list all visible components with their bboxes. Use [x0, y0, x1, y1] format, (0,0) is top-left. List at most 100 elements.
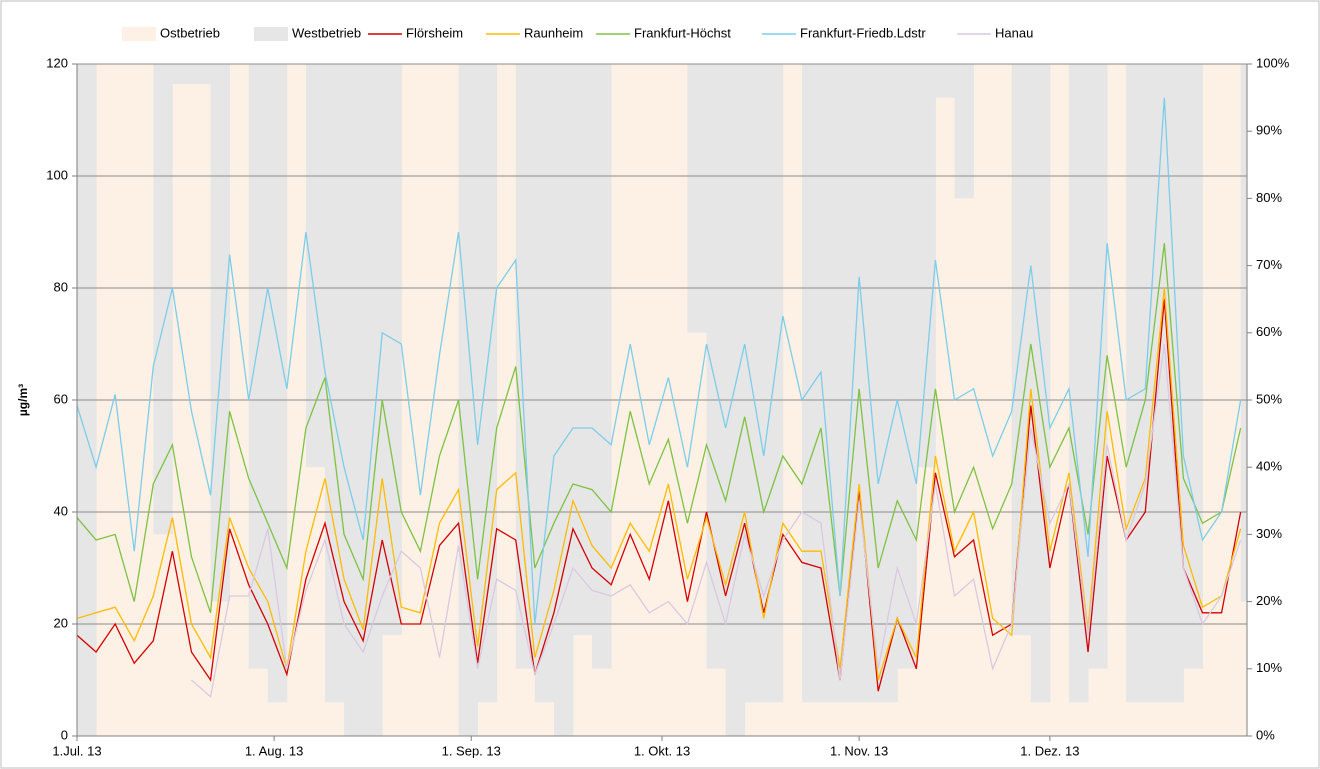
y-tick-label: 120: [46, 55, 68, 70]
y2-tick-label: 10%: [1256, 660, 1282, 675]
bar: [477, 702, 498, 736]
x-tick-label: 1. Aug. 13: [245, 743, 304, 758]
bar: [820, 702, 841, 736]
legend-swatch: [122, 27, 156, 41]
bar: [916, 64, 936, 468]
bar: [1088, 64, 1108, 669]
y-tick-label: 100: [46, 167, 68, 182]
bar: [840, 702, 860, 736]
bar: [706, 668, 727, 736]
y2-tick-label: 40%: [1256, 459, 1282, 474]
legend-label: Raunheim: [524, 25, 583, 40]
bar: [153, 534, 173, 736]
bar: [954, 64, 975, 199]
bar: [477, 64, 498, 703]
bar: [859, 702, 879, 736]
bar: [916, 467, 936, 736]
bar: [1183, 64, 1203, 669]
y-tick-label: 60: [54, 391, 68, 406]
bar: [267, 64, 288, 703]
bar: [1068, 64, 1089, 703]
legend-label: Ostbetrieb: [160, 25, 220, 40]
bar: [1164, 702, 1184, 736]
bar: [1240, 64, 1247, 602]
legend-label: Hanau: [995, 25, 1033, 40]
x-tick-label: 1. Dez. 13: [1020, 743, 1079, 758]
line-series: [77, 97, 1242, 625]
y2-tick-label: 0%: [1256, 727, 1275, 742]
bar: [534, 702, 555, 736]
bar: [1030, 702, 1051, 736]
bar: [191, 84, 212, 736]
y2-tick-label: 100%: [1256, 55, 1290, 70]
legend-swatch: [254, 27, 288, 41]
bar: [687, 332, 708, 736]
bar: [744, 702, 765, 736]
y-tick-label: 0: [61, 727, 68, 742]
bar: [1068, 702, 1089, 736]
bar: [572, 64, 593, 636]
x-tick-label: 1.Jul. 13: [52, 743, 101, 758]
bar: [935, 97, 955, 736]
legend-label: Frankfurt-Friedb.Ldstr: [800, 25, 926, 40]
x-tick-label: 1. Okt. 13: [634, 743, 690, 758]
axis-layer: 0 20 40 60 80 100 120 0% 10% 20% 30% 40% 50% 60% 70% 80…: [46, 55, 1289, 758]
bar: [324, 702, 345, 736]
bar: [324, 64, 345, 703]
bar: [1088, 668, 1108, 736]
y2-tick-label: 50%: [1256, 391, 1282, 406]
bar: [572, 635, 593, 736]
line-series: [191, 343, 1242, 699]
line-series: [77, 243, 1242, 614]
x-tick-label: 1. Sep. 13: [442, 743, 501, 758]
bar: [1183, 668, 1203, 736]
bar: [935, 64, 955, 98]
y-tick-label: 40: [54, 503, 68, 518]
bar: [1126, 64, 1146, 703]
bar: [897, 668, 917, 736]
bar: [248, 668, 269, 736]
legend-label: Frankfurt-Höchst: [634, 25, 731, 40]
legend-label: Westbetrieb: [292, 25, 361, 40]
bar: [706, 64, 727, 669]
y2-tick-label: 60%: [1256, 324, 1282, 339]
bar: [1240, 601, 1247, 736]
bar: [840, 64, 860, 703]
bar: [210, 601, 231, 736]
bar: [153, 64, 173, 535]
y2-tick-label: 70%: [1256, 257, 1282, 272]
y2-tick-label: 90%: [1256, 123, 1282, 138]
y-axis-label: µg/m³: [16, 384, 30, 416]
y2-tick-label: 30%: [1256, 526, 1282, 541]
bar: [172, 84, 192, 736]
y-tick-label: 80: [54, 279, 68, 294]
bar: [1011, 635, 1032, 736]
bar: [305, 467, 326, 736]
line-series: [77, 299, 1242, 692]
legend-label: Flörsheim: [406, 25, 463, 40]
line-layer: [77, 97, 1242, 699]
bar: [1164, 64, 1184, 703]
bar: [878, 702, 898, 736]
y-tick-label: 20: [54, 615, 68, 630]
bar: [382, 635, 402, 736]
bar: [592, 64, 612, 669]
bar: [305, 64, 326, 468]
bar: [1145, 702, 1165, 736]
bar: [515, 668, 536, 736]
x-tick-label: 1. Nov. 13: [830, 743, 888, 758]
bar: [954, 198, 975, 736]
bar: [267, 702, 288, 736]
bar: [801, 64, 822, 703]
bar: [248, 64, 269, 669]
bar: [687, 64, 708, 333]
bar: [1011, 64, 1032, 636]
line-series: [77, 287, 1242, 681]
bar: [191, 64, 212, 85]
bar: [897, 64, 917, 669]
bar: [592, 668, 612, 736]
bar: [172, 64, 192, 85]
bar: [763, 702, 784, 736]
legend: Ostbetrieb Westbetrieb Flörsheim Raunheim Fr…: [122, 25, 1033, 41]
